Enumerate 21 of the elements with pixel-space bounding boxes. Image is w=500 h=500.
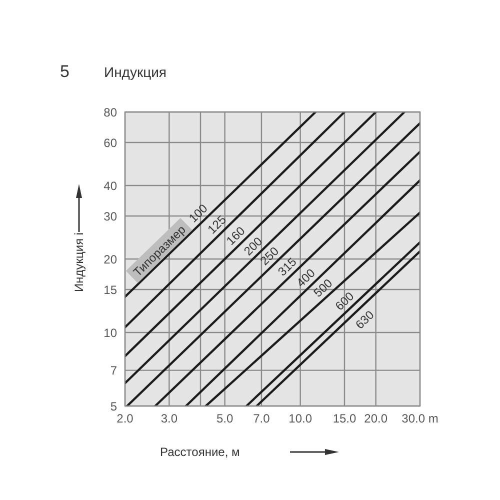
y-tick-label: 7	[110, 364, 118, 378]
y-tick-label: 20	[104, 252, 118, 266]
x-tick-label: 3.0	[160, 412, 178, 426]
y-tick-label: 5	[110, 399, 118, 414]
x-tick-label: 15.0	[332, 412, 356, 426]
y-tick-label: 80	[104, 105, 118, 120]
y-tick-label: 10	[104, 326, 118, 340]
y-tick-label: 15	[104, 282, 118, 297]
x-tick-label: 7.0	[253, 412, 270, 426]
x-tick-label: 2.0	[116, 412, 134, 426]
x-tick-label: 30.0 m	[402, 412, 438, 426]
chart-title: Индукция	[104, 64, 167, 80]
y-tick-label: 40	[104, 178, 118, 193]
x-tick-label: 20.0	[364, 412, 388, 426]
text: 5	[60, 62, 70, 82]
y-tick-label: 60	[104, 136, 118, 150]
x-tick-label: 10.0	[288, 412, 312, 426]
y-axis-title: Индукция i	[72, 232, 86, 292]
x-axis-title: Расстояние, м	[160, 445, 240, 459]
y-tick-label: 30	[104, 209, 118, 224]
x-tick-label: 5.0	[216, 412, 234, 426]
